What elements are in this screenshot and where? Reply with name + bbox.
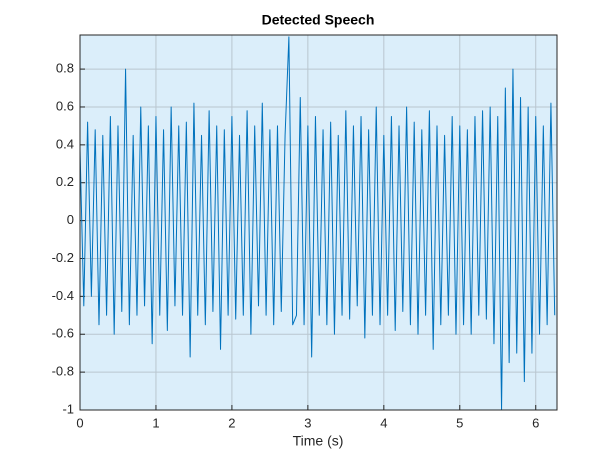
y-tick-label: -0.4 — [52, 288, 74, 303]
y-tick-label: -0.6 — [52, 326, 74, 341]
y-tick-label: -0.2 — [52, 250, 74, 265]
y-tick-label: 0.2 — [56, 174, 74, 189]
chart-title: Detected Speech — [262, 12, 375, 28]
signal-line — [79, 36, 556, 411]
y-tick-label: -1 — [62, 401, 74, 416]
y-tick-label: 0.6 — [56, 98, 74, 113]
y-tick-label: -0.8 — [52, 364, 74, 379]
y-tick-label: 0 — [67, 212, 74, 227]
y-tick-label: 0.8 — [56, 61, 74, 76]
x-tick-label: 3 — [304, 415, 311, 430]
x-tick-label: 2 — [228, 415, 235, 430]
x-axis-label: Time (s) — [293, 433, 344, 449]
x-tick-label: 5 — [456, 415, 463, 430]
y-tick-label: 0.4 — [56, 136, 74, 151]
x-tick-label: 1 — [152, 415, 159, 430]
x-tick-label: 4 — [380, 415, 387, 430]
x-tick-label: 0 — [76, 415, 83, 430]
plot-border — [79, 34, 558, 411]
plot-area — [80, 35, 557, 410]
x-tick-label: 6 — [532, 415, 539, 430]
